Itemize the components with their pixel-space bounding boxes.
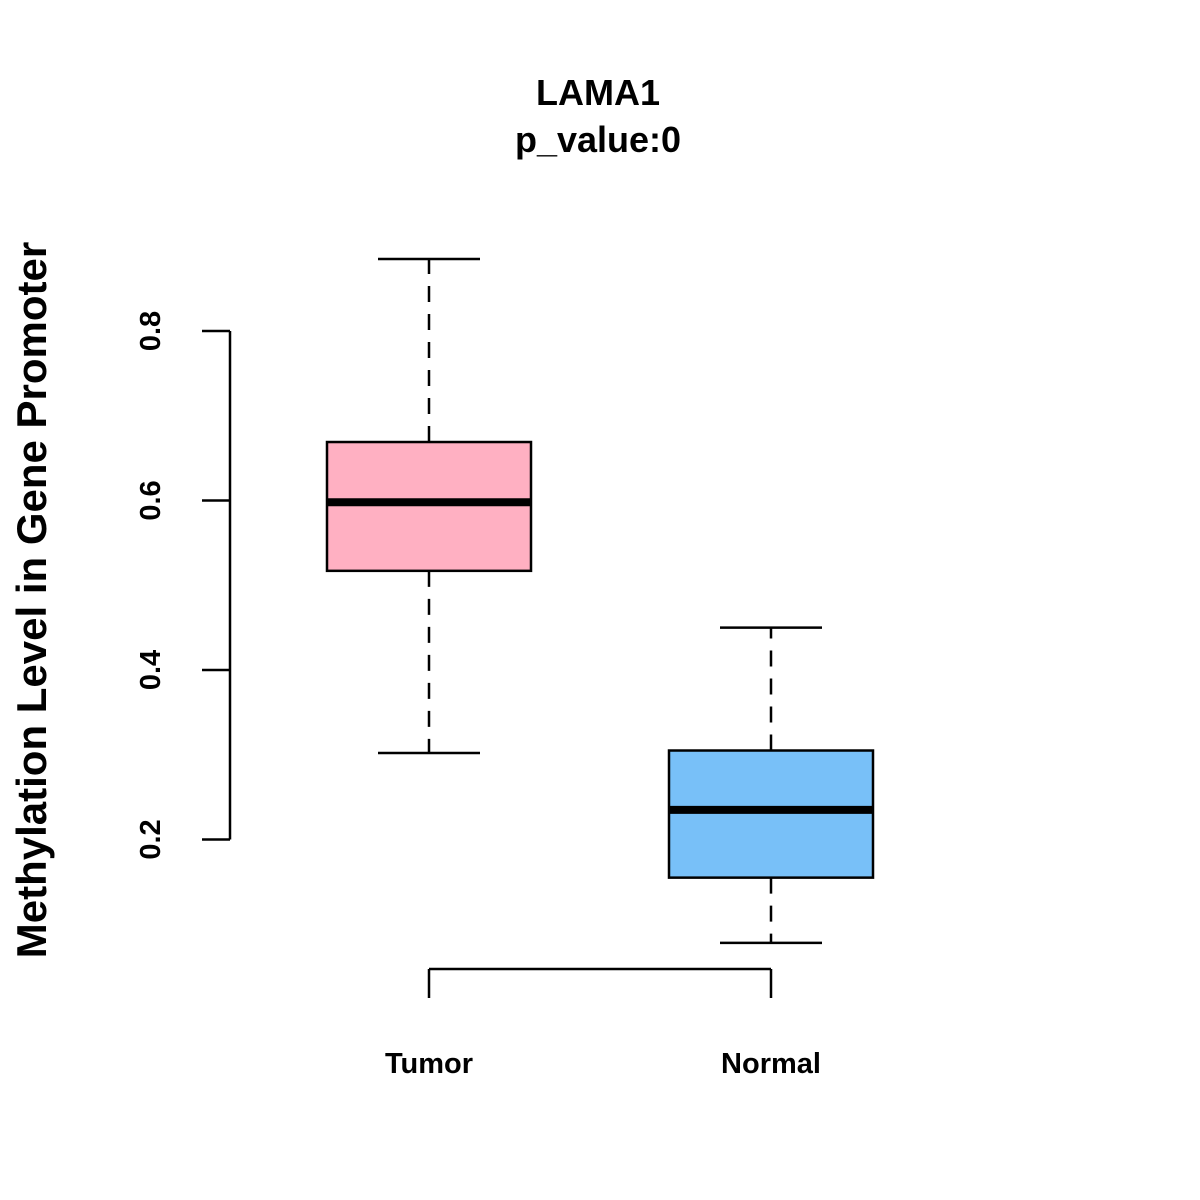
boxes: [325, 257, 875, 945]
y-tick-label: 0.2: [135, 819, 167, 859]
box-tumor: [325, 257, 533, 755]
chart-title: LAMA1: [536, 72, 660, 113]
x-axis: Tumor Normal: [385, 967, 821, 1080]
x-tick-label: Normal: [721, 1048, 821, 1080]
chart-subtitle: p_value:0: [515, 119, 681, 160]
box-normal: [667, 626, 875, 945]
x-tick-label: Tumor: [385, 1048, 473, 1080]
y-axis: 0.2 0.4 0.6 0.8: [135, 311, 232, 860]
y-tick-label: 0.8: [135, 311, 167, 351]
box-iqr: [667, 749, 875, 879]
y-axis-label: Methylation Level in Gene Promoter: [8, 242, 55, 958]
y-tick-label: 0.4: [135, 650, 167, 690]
box-iqr: [325, 440, 533, 573]
y-tick-label: 0.6: [135, 480, 167, 520]
